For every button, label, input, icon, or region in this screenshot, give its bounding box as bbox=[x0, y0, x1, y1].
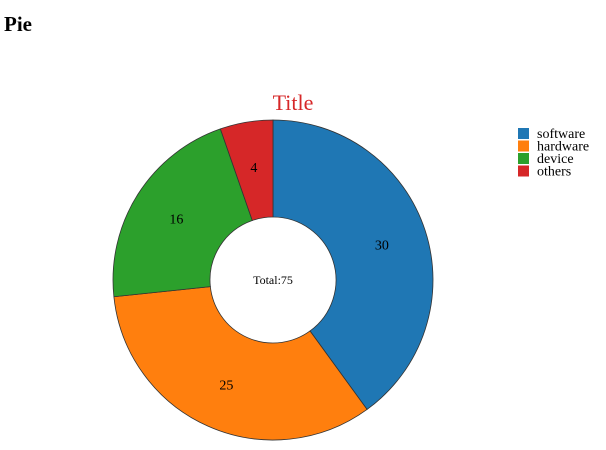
slice-label-others: 4 bbox=[250, 161, 257, 176]
legend-swatch-software bbox=[518, 128, 529, 139]
legend-swatch-device bbox=[518, 153, 529, 164]
slice-labels: 30 25 16 4 bbox=[169, 161, 389, 393]
slice-label-hardware: 25 bbox=[219, 379, 233, 394]
pie-slices bbox=[112, 119, 434, 441]
slice-software bbox=[272, 119, 434, 411]
slice-others bbox=[219, 119, 274, 222]
slice-label-software: 30 bbox=[375, 239, 389, 254]
legend-swatch-hardware bbox=[518, 140, 529, 152]
slice-device bbox=[112, 128, 253, 298]
chart-title: Title bbox=[273, 90, 314, 115]
legend-label-software: software bbox=[537, 127, 585, 142]
legend-label-device: device bbox=[537, 152, 574, 167]
legend-label-hardware: hardware bbox=[537, 140, 589, 155]
legend-label-others: others bbox=[537, 165, 571, 180]
slice-hardware bbox=[113, 286, 368, 441]
slice-label-device: 16 bbox=[169, 213, 183, 228]
center-total-label: Total:75 bbox=[253, 273, 293, 287]
page-heading: Pie bbox=[4, 12, 32, 36]
legend-swatch-others bbox=[518, 165, 529, 177]
